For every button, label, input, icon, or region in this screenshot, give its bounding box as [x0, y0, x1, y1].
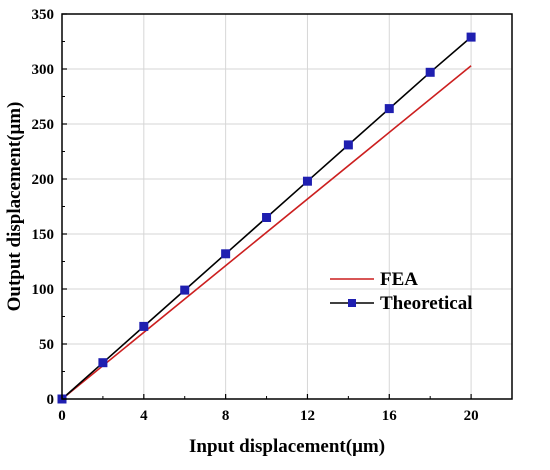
data-point-theoretical [180, 285, 190, 295]
legend-item-theoretical: Theoretical [330, 293, 473, 314]
series-line-fea [61, 65, 472, 400]
x-tick-label: 4 [140, 408, 148, 424]
y-axis-title: Output displacement(μm) [4, 102, 25, 312]
data-point-theoretical [384, 104, 394, 114]
x-tick-label: 20 [464, 408, 479, 424]
x-tick-label: 8 [222, 408, 230, 424]
data-point-theoretical [221, 249, 231, 259]
x-tick-label: 16 [382, 408, 398, 424]
y-tick-label: 300 [32, 62, 55, 78]
legend-item-fea: FEA [330, 269, 418, 290]
grid [62, 14, 512, 399]
y-tick-label: 350 [32, 7, 55, 23]
data-point-theoretical [262, 213, 272, 222]
data-point-theoretical [425, 67, 435, 77]
y-tick-label: 250 [32, 117, 55, 133]
legend-label-fea: FEA [380, 269, 418, 290]
plot-frame [61, 13, 513, 400]
x-axis-title: Input displacement(μm) [189, 436, 385, 457]
legend: FEA Theoretical [330, 269, 473, 314]
data-point-theoretical [139, 321, 149, 331]
x-tick-label: 0 [58, 408, 66, 424]
data-point-theoretical [343, 140, 353, 150]
y-tick-label: 0 [47, 392, 55, 408]
legend-marker-theoretical [348, 299, 356, 307]
legend-label-theoretical: Theoretical [380, 293, 473, 314]
y-tick-label: 50 [39, 337, 54, 353]
y-tick-label: 200 [32, 172, 55, 188]
data-point-theoretical [302, 176, 312, 186]
data-point-theoretical [98, 358, 108, 368]
y-tick-label: 150 [32, 227, 55, 243]
y-tick-label: 100 [32, 282, 55, 298]
series-layer [57, 32, 476, 404]
data-point-theoretical [466, 32, 476, 42]
x-tick-label: 12 [300, 408, 315, 424]
